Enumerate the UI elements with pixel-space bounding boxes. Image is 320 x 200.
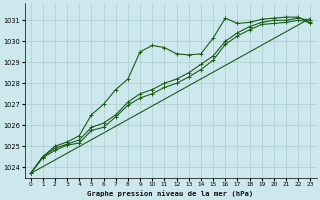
X-axis label: Graphe pression niveau de la mer (hPa): Graphe pression niveau de la mer (hPa): [87, 190, 254, 197]
